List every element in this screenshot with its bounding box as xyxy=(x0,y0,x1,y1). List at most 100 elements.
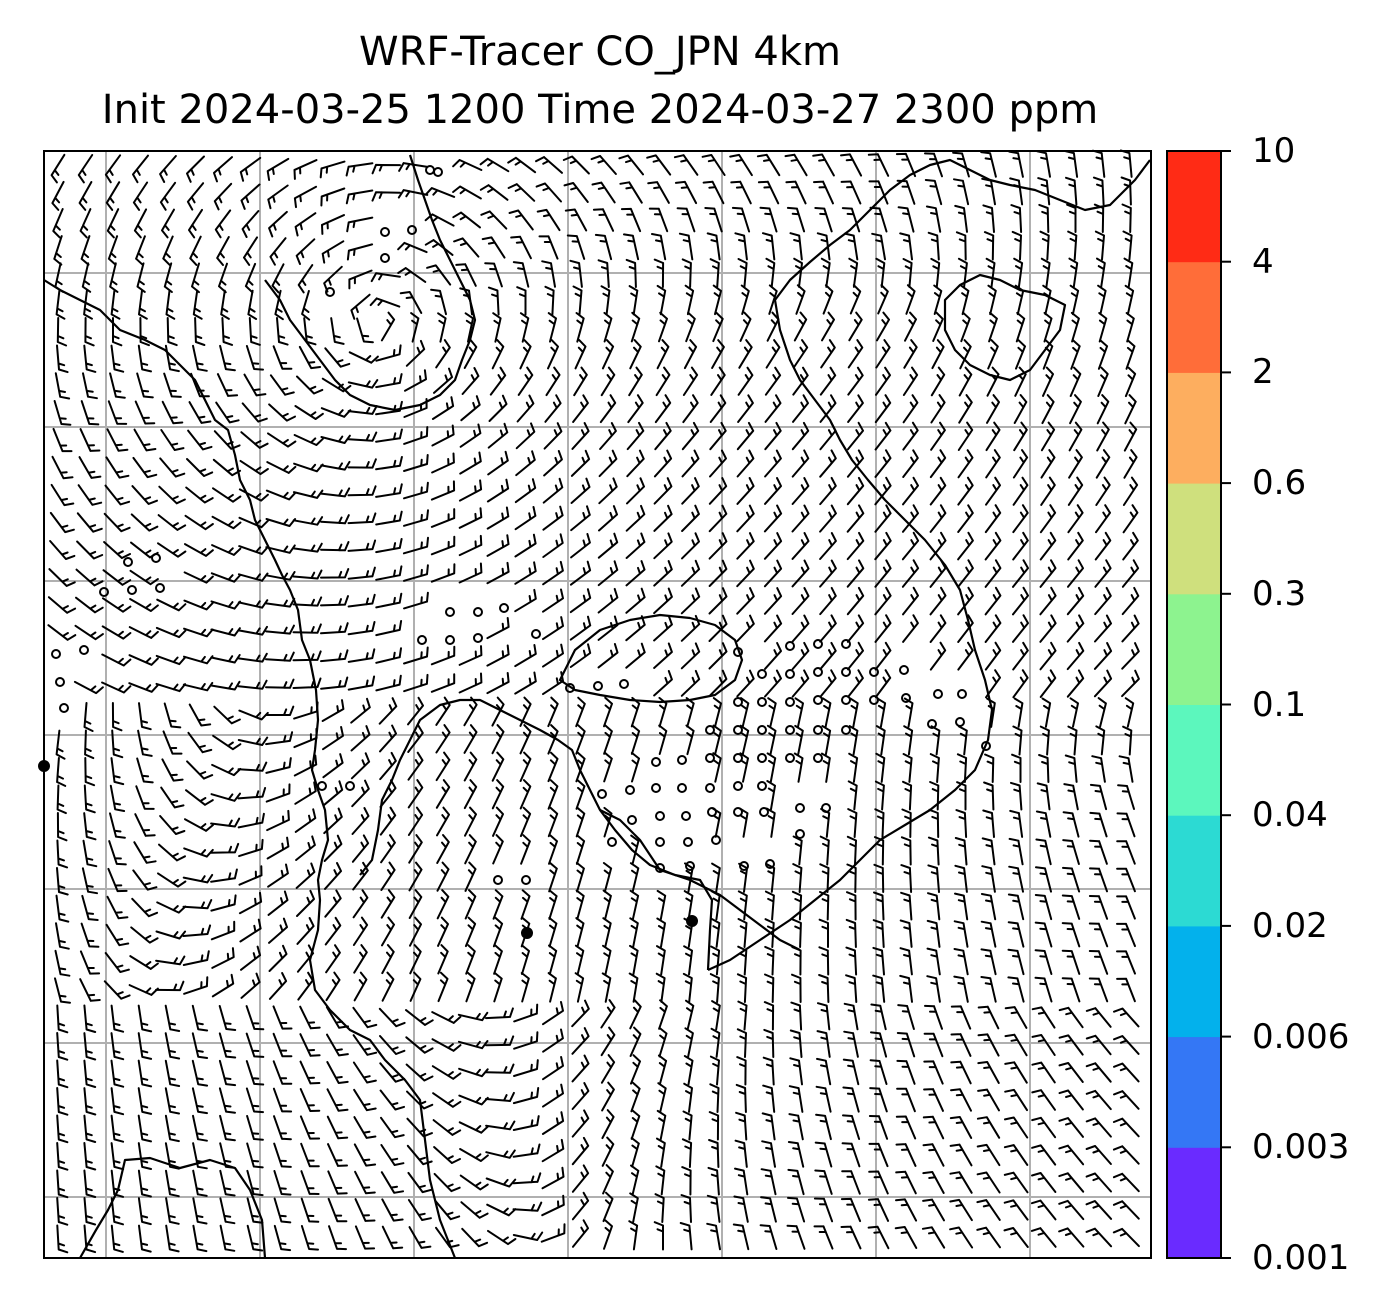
wind-barb xyxy=(949,1143,973,1167)
wind-barb xyxy=(933,284,943,315)
wind-barb xyxy=(569,560,592,586)
wind-barb xyxy=(603,311,613,343)
wind-barb xyxy=(320,622,349,635)
wind-barb xyxy=(103,980,131,1000)
wind-barb xyxy=(897,206,915,233)
wind-barb xyxy=(370,272,401,283)
wind-barb xyxy=(625,560,646,587)
wind-barb xyxy=(702,180,725,205)
wind-barb xyxy=(107,867,128,893)
wind-barb xyxy=(680,587,701,615)
wind-barb xyxy=(1034,976,1053,1003)
wind-barb xyxy=(345,189,374,205)
wind-barb xyxy=(542,643,564,668)
wind-barb xyxy=(925,205,942,233)
wind-barb xyxy=(380,861,396,891)
wind-barb xyxy=(789,232,803,261)
wind-barb xyxy=(653,258,665,288)
calm-circle xyxy=(739,861,749,871)
wind-barb xyxy=(219,1169,236,1197)
wind-barb xyxy=(1066,614,1085,643)
wind-barb xyxy=(845,974,858,1003)
wind-barb xyxy=(353,1143,377,1167)
wind-barb xyxy=(437,944,449,975)
wind-barb xyxy=(985,669,1001,699)
wind-barb xyxy=(840,1225,862,1250)
calm-circle xyxy=(325,287,335,297)
wind-barb xyxy=(791,587,810,615)
wind-barb xyxy=(514,478,537,504)
wind-barb xyxy=(816,232,831,261)
wind-barb xyxy=(492,806,504,837)
calm-circle xyxy=(785,725,795,735)
wind-barb xyxy=(165,1169,180,1198)
wind-barb xyxy=(240,972,261,999)
calm-circle xyxy=(813,639,823,649)
wind-barb xyxy=(819,421,837,451)
wind-barb xyxy=(575,779,586,810)
wind-barb xyxy=(601,1136,615,1167)
wind-barb xyxy=(1041,697,1052,728)
wind-barb xyxy=(406,1117,433,1138)
wind-barb xyxy=(791,641,810,671)
wind-barb xyxy=(212,487,242,503)
station-dot xyxy=(521,927,533,939)
wind-barb xyxy=(512,1115,540,1131)
wind-barb xyxy=(218,262,228,294)
wind-barb xyxy=(653,477,673,505)
calm-circle xyxy=(619,679,629,689)
wind-barb xyxy=(1112,1145,1140,1165)
wind-barb xyxy=(784,153,808,177)
wind-barb xyxy=(326,1088,349,1112)
wind-barb xyxy=(901,531,920,561)
wind-barb xyxy=(762,1056,775,1086)
wind-barb xyxy=(292,650,322,662)
wind-barb xyxy=(322,726,344,751)
wind-barb xyxy=(683,1055,694,1086)
wind-barb xyxy=(895,1198,918,1222)
wind-barb xyxy=(299,1115,321,1140)
wind-barb xyxy=(764,366,782,396)
wind-barb xyxy=(1031,1034,1056,1056)
wind-barb xyxy=(182,924,212,937)
wind-barb xyxy=(519,339,532,370)
wind-barb xyxy=(680,559,701,587)
wind-barb xyxy=(265,651,295,662)
wind-barb xyxy=(508,209,534,231)
wind-barb xyxy=(159,457,186,478)
wind-barb xyxy=(1085,1007,1112,1028)
wind-barb xyxy=(486,561,510,585)
wind-barb xyxy=(479,157,510,173)
wind-barb xyxy=(571,999,590,1028)
wind-barb xyxy=(708,614,728,642)
wind-barb xyxy=(1004,1088,1028,1112)
wind-barb xyxy=(488,394,508,422)
wind-barb xyxy=(266,809,290,832)
wind-barb xyxy=(409,971,422,1002)
wind-barb xyxy=(980,893,997,921)
wind-barb xyxy=(128,984,159,996)
wind-barb xyxy=(708,642,728,670)
wind-barb xyxy=(816,1057,832,1086)
wind-barb xyxy=(80,235,91,266)
wind-barb xyxy=(629,339,642,370)
wind-barb xyxy=(756,153,781,177)
wind-barb xyxy=(684,284,695,316)
wind-barb xyxy=(1039,531,1057,561)
wind-barb xyxy=(681,258,692,288)
calm-wind-circles xyxy=(38,165,991,939)
wind-barb xyxy=(192,1197,208,1225)
wind-barb xyxy=(403,481,429,500)
wind-barb xyxy=(1097,284,1107,316)
wind-barb xyxy=(630,724,641,755)
wind-barb xyxy=(574,339,587,370)
wind-barb xyxy=(959,339,972,370)
wind-barb xyxy=(79,428,101,452)
wind-barb xyxy=(190,372,210,398)
wind-barb xyxy=(734,1139,748,1168)
wind-barb xyxy=(106,208,120,239)
wind-barb xyxy=(213,156,233,183)
wind-barb xyxy=(765,257,776,288)
wind-barb xyxy=(873,891,885,921)
wind-barb xyxy=(54,262,64,293)
